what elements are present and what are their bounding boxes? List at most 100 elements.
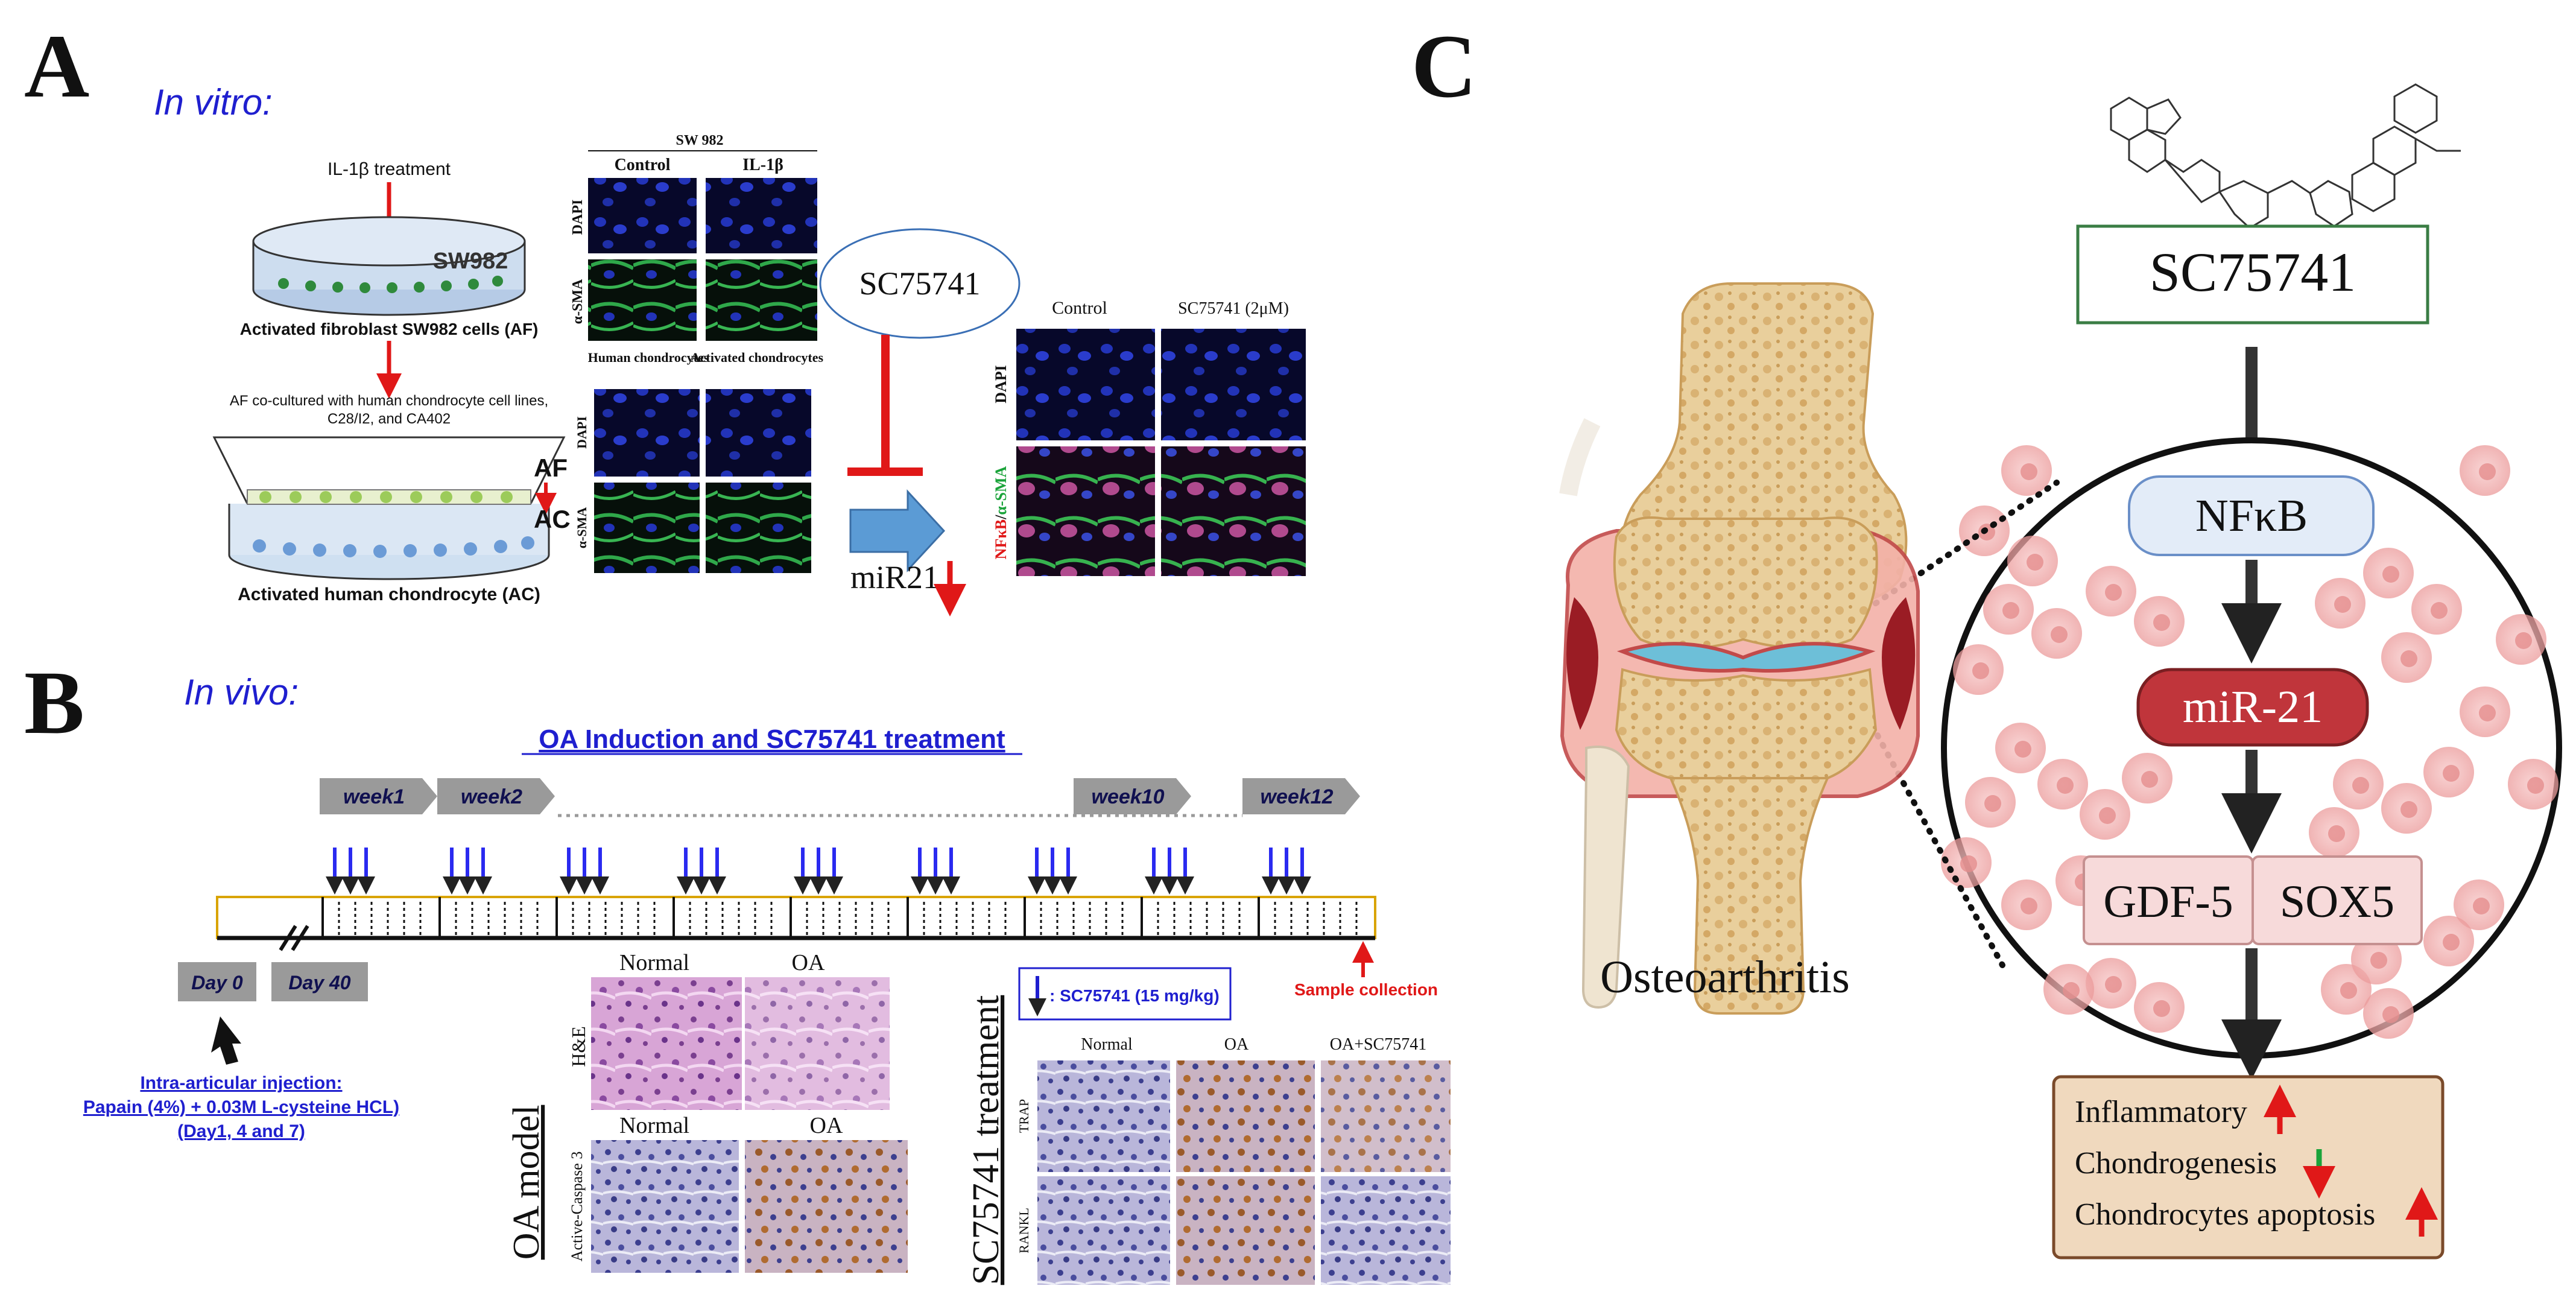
black-up-arrow-icon [211, 1016, 241, 1065]
cell-nucleus [2370, 952, 2387, 969]
panel-a: A In vitro: IL-1β treatment SW982 Activa… [24, 16, 1306, 616]
trap-normal-image [1037, 1060, 1170, 1172]
cell-nucleus [2479, 463, 2496, 480]
cell-nucleus [2014, 741, 2031, 758]
week12-marker [1242, 778, 1360, 814]
panel-b-title: OA Induction and SC75741 treatment [539, 724, 1005, 754]
micrograph-grid-chondrocytes: Human chondrocytes Activated chondrocyte… [574, 350, 824, 573]
micrograph-merge-sc [1161, 446, 1306, 576]
ac-caption: Activated human chondrocyte (AC) [238, 585, 540, 604]
panel-b: B In vivo: OA Induction and SC75741 trea… [24, 653, 1451, 1285]
oa-row-caspase: Active-Caspase 3 [568, 1152, 586, 1262]
micrograph-asma-il1b [706, 259, 817, 341]
timeline-break-1 [279, 925, 297, 951]
treatment-label-vert: SC75741 treatment [966, 995, 1007, 1285]
grid3-col-sc: SC75741 (2μM) [1178, 299, 1289, 318]
cell-nucleus [2443, 934, 2460, 951]
cell-nucleus [1960, 855, 1977, 872]
nfkb-box [2128, 475, 2375, 556]
dose-legend-box [1018, 967, 1232, 1021]
synovium-right [1882, 597, 1916, 730]
treat-row-trap: TRAP [1016, 1099, 1031, 1133]
grid3-col-control: Control [1052, 298, 1107, 318]
rankl-oa-image [1176, 1176, 1315, 1285]
caspase-normal-image [591, 1140, 739, 1273]
ac-label: AC [534, 505, 571, 533]
rankl-normal-image [1037, 1176, 1170, 1285]
nfkb-label: NFκB [2195, 490, 2308, 541]
cell-nucleus [2328, 825, 2345, 842]
panel-a-letter: A [24, 16, 89, 116]
he-normal-image [591, 977, 742, 1110]
dose-legend-text: : SC75741 (15 mg/kg) [1049, 986, 1220, 1005]
cell-nucleus [2443, 765, 2460, 782]
cartilage-gap [1616, 642, 1876, 673]
mir21-label-a: miR21 [850, 559, 939, 595]
week2-marker [437, 778, 555, 814]
dish-top-label: SW982 [433, 249, 508, 274]
treatment-label: IL-1β treatment [328, 159, 451, 179]
coculture-caption-box: AF co-cultured with human chondrocyte ce… [229, 393, 549, 427]
synovium-left [1566, 597, 1598, 730]
micrograph-dapi-sc [1161, 329, 1306, 440]
cell-nucleus [2105, 584, 2122, 601]
outcome-1: Inflammatory [2075, 1095, 2247, 1129]
outcome-3: Chondrocytes apoptosis [2075, 1197, 2375, 1232]
sox5-label: SOX5 [2280, 876, 2394, 927]
treatment-grid: SC75741 treatment Normal OA OA+SC75741 T… [966, 995, 1451, 1285]
cell-nucleus [2479, 705, 2496, 721]
cell-nucleus [2141, 771, 2158, 788]
cell-nucleus [2063, 982, 2080, 999]
grid2-row-dapi: DAPI [574, 416, 589, 449]
week1-label: week1 [343, 785, 405, 808]
week10-label: week10 [1092, 785, 1165, 808]
cell-nucleus [1972, 662, 1989, 679]
grid1-col-control: Control [615, 156, 671, 174]
oa-col-oa-2: OA [810, 1113, 843, 1138]
coculture-caption: AF co-cultured with human chondrocyte ce… [229, 393, 549, 427]
fibula [1581, 746, 1630, 1009]
treat-col-oa: OA [1224, 1035, 1249, 1054]
grid2-col-activated: Activated chondrocytes [691, 350, 824, 365]
gdf5-label: GDF-5 [2103, 876, 2233, 927]
tibia-shaft [1668, 777, 1830, 1015]
cell-nucleus [2527, 777, 2544, 794]
drug-label-a: SC75741 [859, 265, 980, 302]
treat-col-normal: Normal [1081, 1035, 1133, 1054]
af-label: AF [534, 454, 568, 482]
day40-label: Day 40 [288, 972, 350, 994]
tibia-plateau [1615, 668, 1878, 779]
trap-oa-image [1176, 1060, 1315, 1172]
cell-nucleus [2473, 898, 2490, 914]
micrograph-asma-control [588, 259, 697, 341]
cell-nucleus [2153, 614, 2170, 631]
week2-label: week2 [461, 785, 522, 808]
micrograph-dapi-control [588, 178, 697, 253]
week1-marker [320, 778, 437, 814]
oa-row-he: H&E [568, 1026, 589, 1067]
he-oa-image [745, 977, 890, 1110]
cell-nucleus [2105, 976, 2122, 993]
grid3-row-slash: / [992, 515, 1010, 520]
cell-nucleus [2340, 982, 2357, 999]
week10-marker [1074, 778, 1191, 814]
day0-box [178, 962, 256, 1001]
injection-line2: Papain (4%) + 0.03M L-cysteine HCL) [83, 1097, 399, 1117]
micrograph-merge-control [1016, 446, 1155, 576]
cell-nucleus [2002, 602, 2019, 619]
grid2-row-asma: α-SMA [574, 507, 589, 549]
knee-joint-illustration [1559, 282, 1920, 1015]
cell-nucleus [2021, 898, 2037, 914]
micrograph-asma-activated [706, 483, 811, 573]
grid2-col-human: Human chondrocytes [588, 350, 709, 365]
oa-col-normal-2: Normal [619, 1113, 689, 1138]
day40-box [271, 962, 368, 1001]
treat-col-combo: OA+SC75741 [1330, 1035, 1426, 1054]
oa-model-grid: OA model Normal OA H&E Normal OA Active-… [506, 950, 908, 1273]
grid1-col-il1b: IL-1β [742, 156, 783, 174]
micrograph-grid-sw982: SW 982 Control IL-1β DAPI α-SMA [570, 133, 817, 341]
panel-b-letter: B [24, 653, 84, 753]
cell-nucleus [2400, 801, 2417, 818]
zoom-line-top [1800, 480, 2060, 654]
